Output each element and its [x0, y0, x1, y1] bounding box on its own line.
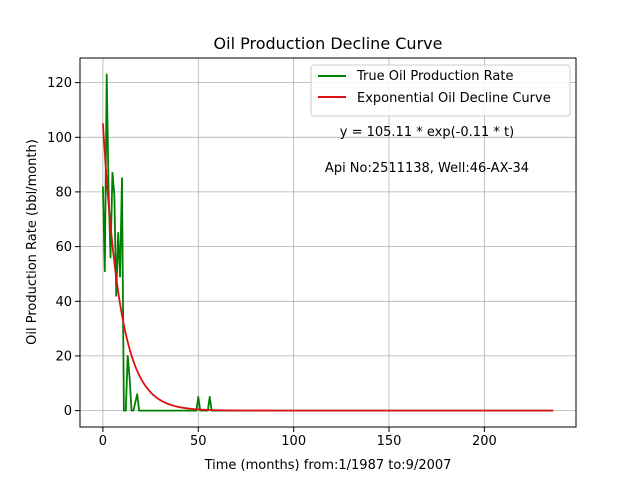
- x-tick-label: 0: [99, 434, 107, 449]
- well-annotation: Api No:2511138, Well:46-AX-34: [325, 161, 529, 176]
- plot-frame: [79, 57, 577, 428]
- y-tick-label: 80: [55, 185, 72, 200]
- y-tick-label: 0: [64, 404, 72, 419]
- y-tick-label: 40: [55, 295, 72, 310]
- series-line-exponential-oil-decline-curve: [101, 123, 554, 412]
- gridlines: [80, 58, 576, 427]
- x-tick-label: 100: [281, 434, 306, 449]
- axis-ticks: 0 50 100 150 200 0 20 40 60 80 100 120: [47, 76, 497, 449]
- x-tick-label: 150: [377, 434, 402, 449]
- y-tick-label: 100: [47, 131, 72, 146]
- chart-title: Oil Production Decline Curve: [214, 34, 443, 53]
- y-axis-label: Oil Production Rate (bbl/month): [25, 139, 40, 345]
- legend-label-true-oil-production-rate: True Oil Production Rate: [356, 69, 513, 84]
- y-tick-label: 120: [47, 76, 72, 91]
- legend-box: [310, 64, 571, 117]
- legend-label-exponential-decline: Exponential Oil Decline Curve: [357, 91, 551, 106]
- legend: True Oil Production Rate Exponential Oil…: [310, 64, 571, 117]
- equation-annotation: y = 105.11 * exp(-0.11 * t): [340, 125, 514, 140]
- y-tick-label: 60: [55, 240, 72, 255]
- series-layer: [101, 73, 554, 412]
- x-tick-label: 50: [190, 434, 207, 449]
- y-tick-label: 20: [55, 349, 72, 364]
- series-line-true-oil-production-rate: [101, 73, 554, 412]
- x-axis-label: Time (months) from:1/1987 to:9/2007: [204, 458, 452, 473]
- x-tick-label: 200: [472, 434, 497, 449]
